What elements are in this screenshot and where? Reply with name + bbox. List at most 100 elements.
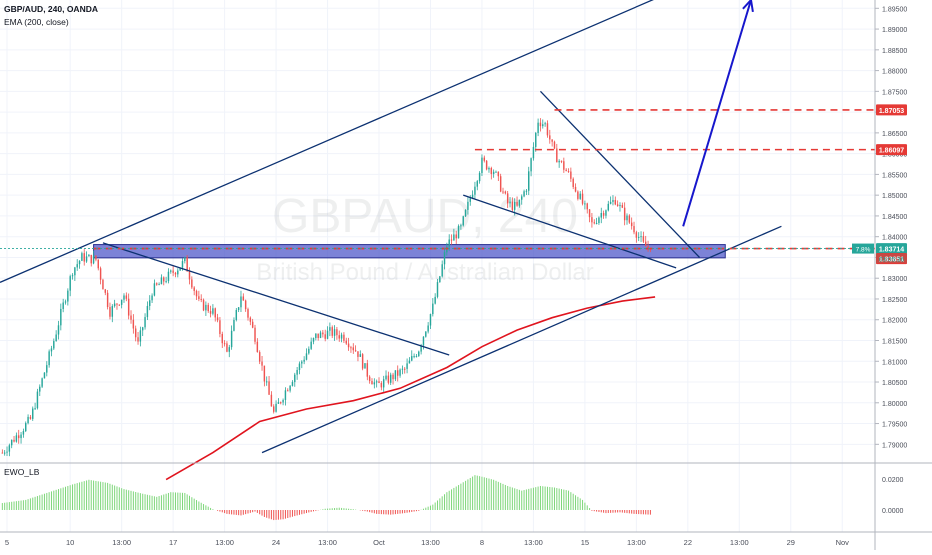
candle-body xyxy=(146,305,149,318)
candle-body xyxy=(389,374,392,383)
candle-body xyxy=(523,191,525,197)
candle-body xyxy=(71,275,74,277)
time-tick-label: 13:00 xyxy=(627,538,646,547)
watermark-symbol: GBPAUD, 240 xyxy=(272,190,578,243)
candle-body xyxy=(219,320,221,334)
candle-body xyxy=(209,311,212,314)
candle-body xyxy=(301,361,303,364)
candle-body xyxy=(181,261,184,268)
candle-body xyxy=(104,289,107,293)
candle-body xyxy=(382,379,385,388)
candle-body xyxy=(282,399,284,403)
price-badge-bg xyxy=(876,253,907,265)
candle-body xyxy=(230,330,233,348)
candle-body xyxy=(55,334,57,342)
candle-body xyxy=(326,330,329,339)
candle-body xyxy=(251,321,254,328)
oscillator-legend[interactable]: EWO_LB xyxy=(4,467,40,477)
candle-body xyxy=(270,394,273,407)
candle-body xyxy=(584,203,586,205)
candle-body xyxy=(478,172,481,182)
candle-body xyxy=(462,216,464,226)
time-tick-label: 13:00 xyxy=(318,538,337,547)
price-badge-label: 1.87053 xyxy=(879,108,904,115)
candle-body xyxy=(544,123,546,125)
candle-body xyxy=(85,256,88,262)
candle-body xyxy=(303,359,305,362)
candle-body xyxy=(76,264,78,268)
candle-body xyxy=(577,191,579,199)
candle-body xyxy=(406,363,408,369)
candle-body xyxy=(563,161,565,170)
candle-body xyxy=(109,307,111,317)
candle-body xyxy=(167,271,170,282)
candle-body xyxy=(149,300,151,306)
candle-body xyxy=(460,225,462,227)
candle-body xyxy=(13,439,15,442)
time-tick-label: 15 xyxy=(581,538,589,547)
candle-body xyxy=(408,360,411,364)
candle-body xyxy=(546,123,549,136)
candle-body xyxy=(502,191,504,193)
candle-body xyxy=(619,205,621,207)
price-tick-label: 1.81500 xyxy=(882,339,907,346)
candle-body xyxy=(88,254,90,257)
candle-body xyxy=(319,332,322,338)
candle-body xyxy=(67,290,69,302)
candle-body xyxy=(280,402,282,404)
watermark-description: British Pound / Australian Dollar xyxy=(256,259,594,286)
candle-body xyxy=(235,310,238,320)
candle-body xyxy=(200,298,202,300)
price-tick-label: 1.88000 xyxy=(882,69,907,76)
ema-legend[interactable]: EMA (200, close) xyxy=(4,17,69,27)
ema-200-line xyxy=(165,296,656,481)
candle-body xyxy=(586,203,588,210)
support-zone-layer xyxy=(93,244,726,259)
price-badge-label: 1.83651 xyxy=(879,257,904,264)
candle-body xyxy=(387,375,390,383)
symbol-title[interactable]: GBP/AUD, 240, OANDA xyxy=(4,4,98,14)
candle-body xyxy=(422,336,425,346)
price-tick-label: 1.86500 xyxy=(882,131,907,138)
candle-body xyxy=(551,139,553,142)
candle-body xyxy=(483,157,486,161)
percent-badge-label: 7.8% xyxy=(856,247,871,254)
trendline-5 xyxy=(463,194,677,269)
candle-body xyxy=(32,408,34,419)
candle-body xyxy=(572,178,574,187)
price-badge-label: 1.83714 xyxy=(879,247,904,254)
price-tick-label: 1.89000 xyxy=(882,27,907,34)
candle-body xyxy=(265,381,268,383)
candle-body xyxy=(366,363,369,377)
candle-body xyxy=(291,382,294,386)
time-tick-label: 8 xyxy=(480,538,484,547)
candle-body xyxy=(427,325,429,332)
projection-arrow-shaft xyxy=(682,0,752,227)
candle-body xyxy=(179,267,181,271)
candle-body xyxy=(331,327,333,336)
candle-body xyxy=(95,255,97,260)
candle-body xyxy=(156,283,158,285)
candle-body xyxy=(226,343,228,352)
candle-body xyxy=(273,406,275,412)
candle-body xyxy=(640,236,642,238)
candle-body xyxy=(139,330,142,342)
candle-body xyxy=(127,298,130,316)
candle-body xyxy=(595,223,598,225)
candle-body xyxy=(198,296,200,299)
oscillator-tick-label: 0.0000 xyxy=(882,508,904,515)
candle-body xyxy=(144,317,146,328)
candle-body xyxy=(324,334,326,339)
candles-layer xyxy=(1,118,652,457)
time-tick-label: 13:00 xyxy=(112,538,131,547)
candle-body xyxy=(62,302,64,309)
candle-body xyxy=(429,314,432,326)
candle-body xyxy=(392,374,394,380)
candle-body xyxy=(357,351,359,357)
candle-body xyxy=(380,383,383,388)
candle-body xyxy=(485,160,488,170)
oscillator-tick-label: 0.0200 xyxy=(882,477,904,484)
candle-body xyxy=(565,169,567,172)
